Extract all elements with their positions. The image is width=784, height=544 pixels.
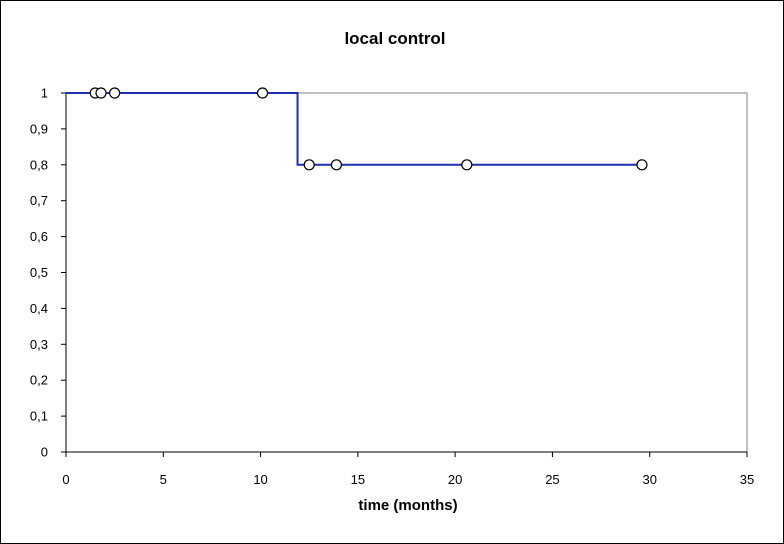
- censored-marker: [330, 159, 343, 171]
- censored-marker: [636, 159, 648, 171]
- x-tick-label: 10: [253, 472, 267, 487]
- y-tick-label: 0,3: [30, 337, 48, 352]
- x-tick-label: 20: [448, 472, 462, 487]
- x-tick-label: 0: [62, 472, 69, 487]
- y-tick-label: 0,9: [30, 121, 48, 136]
- y-tick-label: 0,5: [30, 265, 48, 280]
- censored-marker: [109, 87, 121, 99]
- chart-title: local control: [344, 29, 445, 48]
- survival-step-line: [66, 92, 642, 166]
- y-tick-label: 1: [41, 86, 48, 101]
- plot-area: [65, 92, 748, 453]
- y-tick-label: 0,7: [30, 193, 48, 208]
- y-tick-label: 0: [41, 445, 48, 460]
- censored-marker: [303, 159, 315, 171]
- y-tick-label: 0,1: [30, 409, 48, 424]
- x-tick-label: 15: [351, 472, 365, 487]
- censored-marker: [256, 87, 269, 99]
- y-tick-label: 0,6: [30, 229, 48, 244]
- y-tick-label: 0,4: [30, 301, 48, 316]
- censored-marker: [461, 159, 473, 171]
- censored-marker: [95, 87, 107, 99]
- axes: 00,10,20,30,40,50,60,70,80,910 5 10 15 20 25 3…: [30, 86, 754, 488]
- x-tick-label: 5: [160, 472, 167, 487]
- series-layer: [66, 87, 648, 171]
- x-tick-label: 25: [545, 472, 559, 487]
- x-tick-label: 30: [642, 472, 656, 487]
- y-tick-label: 0,8: [30, 157, 48, 172]
- x-tick-label: 35: [740, 472, 754, 487]
- y-tick-label: 0,2: [30, 373, 48, 388]
- x-axis-title: time (months): [358, 497, 457, 514]
